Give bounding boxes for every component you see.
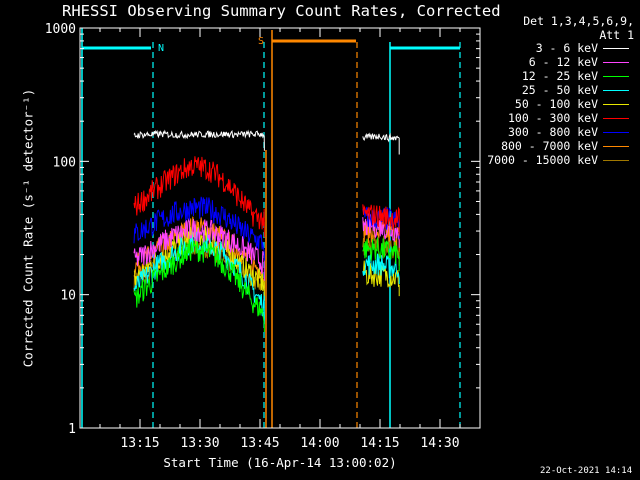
series-line: [133, 217, 265, 281]
series-line: [362, 204, 400, 236]
legend-header-line-2: Att 1: [599, 28, 634, 42]
marker-label: N: [158, 43, 164, 54]
series-line: [133, 129, 265, 151]
x-tick-label: 13:15: [120, 436, 159, 451]
series-line: [133, 231, 265, 325]
series-5: [133, 156, 400, 238]
y-axis-label: Corrected Count Rate (s⁻¹ detector⁻¹): [20, 88, 36, 368]
legend-swatch: [603, 62, 629, 63]
legend-entry: 12 - 25 keV: [521, 69, 598, 83]
series-line: [133, 156, 265, 238]
legend-entry: 25 - 50 keV: [521, 83, 598, 97]
x-axis-label: Start Time (16-Apr-14 13:00:02): [163, 455, 397, 470]
legend-swatch: [603, 118, 629, 119]
series-line: [133, 196, 265, 261]
legend-swatch: [603, 160, 629, 161]
axes-layer: 1 10 100 1000 13:15 13:30 13:45 14:00 14:15 14:30: [45, 22, 481, 451]
x-tick-label: 14:30: [420, 436, 459, 451]
y-tick-label: 1: [68, 422, 76, 437]
series-0: [133, 129, 400, 155]
marker-label: S: [258, 36, 264, 47]
series-line: [362, 132, 400, 155]
legend-swatch: [603, 48, 629, 49]
legend-header-line-1: Det 1,3,4,5,6,9,: [523, 14, 634, 28]
series-3: [133, 231, 400, 325]
x-tick-label: 14:15: [360, 436, 399, 451]
x-tick-label: 13:30: [180, 436, 219, 451]
x-tick-label: 13:45: [240, 436, 279, 451]
legend-swatch: [603, 104, 629, 105]
chart-title: RHESSI Observing Summary Count Rates, Co…: [62, 2, 501, 20]
background-layer: NS: [81, 28, 461, 428]
legend-swatch: [603, 146, 629, 147]
legend-entry: 7000 - 15000 keV: [487, 153, 598, 167]
legend-entry: 300 - 800 keV: [507, 125, 598, 139]
y-tick-label: 10: [60, 289, 76, 304]
y-tick-label: 100: [53, 155, 76, 170]
generated-date: 22-Oct-2021 14:14: [540, 466, 633, 476]
legend-entry: 6 - 12 keV: [528, 55, 598, 69]
legend-swatch: [603, 76, 629, 77]
series-2: [133, 237, 400, 333]
series-line: [362, 237, 400, 272]
legend-entry: 50 - 100 keV: [514, 97, 598, 111]
legend-swatch: [603, 90, 629, 91]
legend-entry: 3 - 6 keV: [535, 41, 598, 55]
plot-frame: [79, 27, 481, 429]
legend-entry: 800 - 7000 keV: [501, 139, 598, 153]
x-tick-label: 14:00: [300, 436, 339, 451]
legend-entry: 100 - 300 keV: [507, 111, 598, 125]
series-line: [133, 239, 265, 333]
series-layer: [133, 129, 400, 333]
y-tick-label: 1000: [45, 22, 76, 37]
legend-swatch: [603, 132, 629, 133]
series-line: [362, 253, 400, 285]
